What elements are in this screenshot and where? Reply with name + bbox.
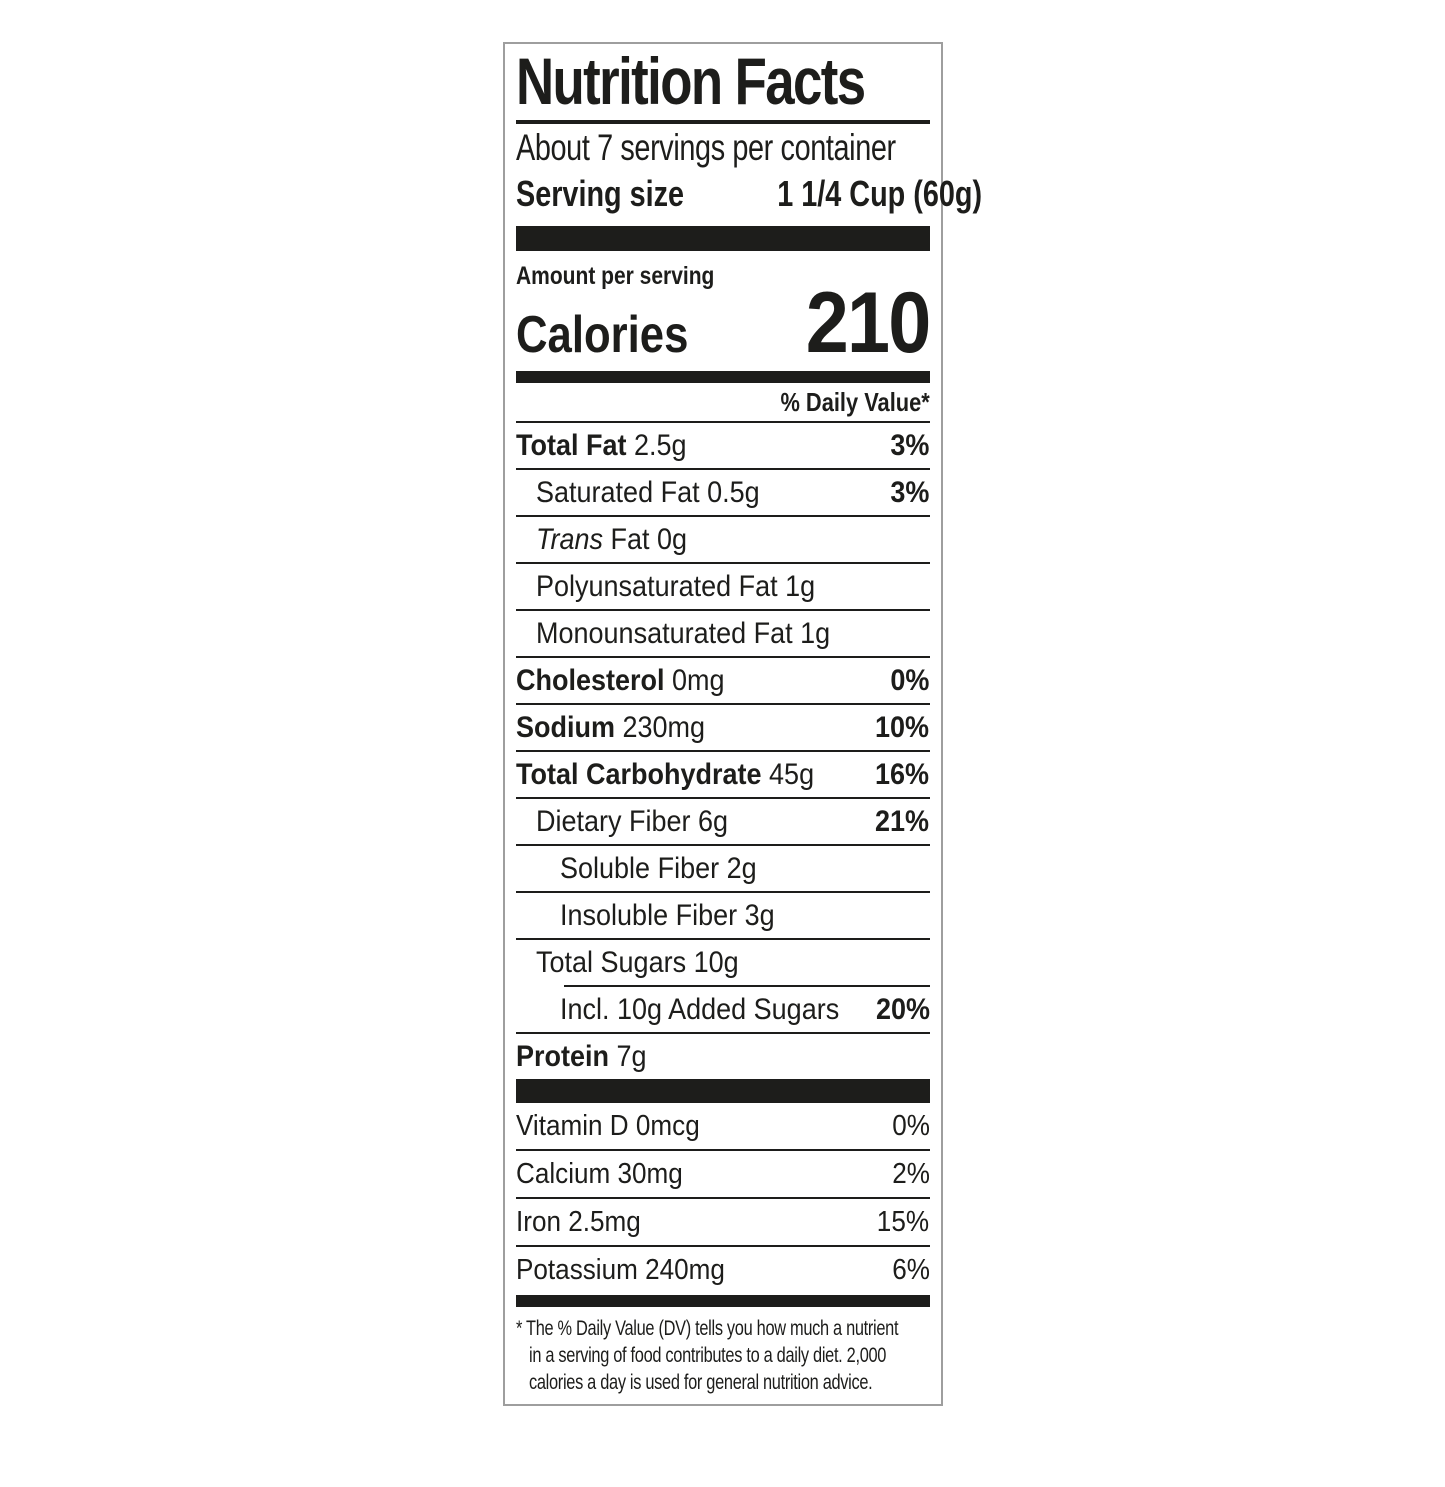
- vitamin-rows: Vitamin D 0mcg 0% Calcium 30mg 2% Iron 2.5mg…: [515, 1103, 930, 1293]
- row-divider: [515, 703, 930, 705]
- vitamin-dv: 6%: [891, 1253, 930, 1286]
- nutrient-dv: 0%: [890, 663, 930, 697]
- nutrient-row: Total Carbohydrate 45g 16%: [516, 752, 930, 797]
- serving-size-label: Serving size: [515, 173, 684, 214]
- footnote-line: * The % Daily Value (DV) tells you how m…: [515, 1317, 899, 1340]
- nutrient-row: Polyunsaturated Fat 1g: [516, 564, 930, 609]
- serving-size-value: 1 1/4 Cup (60g): [776, 173, 982, 214]
- row-divider: [515, 562, 930, 564]
- nutrient-name: Total Fat 2.5g: [515, 428, 687, 462]
- vitamin-dv: 0%: [891, 1109, 930, 1142]
- nutrient-name: Incl. 10g Added Sugars: [559, 992, 839, 1026]
- nutrient-name: Polyunsaturated Fat 1g: [535, 569, 815, 603]
- row-divider: [515, 938, 930, 940]
- row-divider: [515, 656, 930, 658]
- nutrient-dv: 3%: [890, 428, 930, 462]
- vitamin-name: Vitamin D 0mcg: [515, 1109, 700, 1142]
- footnote-line: calories a day is used for general nutri…: [528, 1371, 873, 1394]
- row-divider: [515, 468, 930, 470]
- nutrient-row: Trans Fat 0g: [516, 517, 930, 562]
- section-bar-top: [515, 226, 930, 251]
- vitamin-row: Vitamin D 0mcg 0%: [516, 1103, 930, 1149]
- nutrient-row: Sodium 230mg 10%: [516, 705, 930, 750]
- nutrient-row: Saturated Fat 0.5g 3%: [516, 470, 930, 515]
- vitamin-name: Calcium 30mg: [515, 1157, 683, 1190]
- nutrient-dv: 21%: [875, 804, 930, 838]
- row-divider: [515, 797, 930, 799]
- amount-per-serving-label: Amount per serving: [515, 262, 714, 290]
- nutrient-dv: 10%: [875, 710, 930, 744]
- nutrient-rows: Total Fat 2.5g 3% Saturated Fat 0.5g 3% Tran…: [515, 423, 930, 1079]
- nutrient-row: Monounsaturated Fat 1g: [516, 611, 930, 656]
- label-title: Nutrition Facts: [516, 46, 930, 116]
- footnote-line: in a serving of food contributes to a da…: [528, 1344, 886, 1367]
- nutrient-row: Total Fat 2.5g 3%: [516, 423, 930, 468]
- nutrient-row: Cholesterol 0mg 0%: [516, 658, 930, 703]
- vitamin-name: Iron 2.5mg: [515, 1205, 641, 1238]
- nutrient-name: Total Sugars 10g: [535, 945, 739, 979]
- nutrition-facts-label: Nutrition Facts About 7 servings per con…: [502, 42, 982, 1406]
- daily-value-divider: [515, 421, 930, 423]
- footnote-divider-bar: [515, 1295, 930, 1307]
- row-divider: [515, 1149, 930, 1151]
- nutrient-name: Sodium 230mg: [515, 710, 705, 744]
- vitamin-dv: 2%: [891, 1157, 930, 1190]
- calories-divider-bar: [515, 371, 930, 383]
- calories-row: Calories 210: [515, 275, 932, 371]
- vitamin-row: Potassium 240mg 6%: [516, 1247, 930, 1293]
- row-divider: [515, 1032, 930, 1034]
- nutrient-name: Saturated Fat 0.5g: [535, 475, 760, 509]
- nutrient-dv: 3%: [890, 475, 930, 509]
- nutrient-name: Dietary Fiber 6g: [535, 804, 728, 838]
- servings-per-container: About 7 servings per container: [515, 127, 896, 168]
- nutrient-dv: 20%: [875, 992, 930, 1026]
- row-divider: [515, 844, 930, 846]
- nutrient-row: Incl. 10g Added Sugars 20%: [516, 987, 930, 1032]
- daily-value-header: % Daily Value*: [780, 387, 930, 417]
- nutrient-row: Protein 7g: [516, 1034, 930, 1079]
- serving-size-row: Serving size 1 1/4 Cup (60g): [515, 170, 982, 218]
- nutrient-name: Monounsaturated Fat 1g: [535, 616, 830, 650]
- vitamin-row: Calcium 30mg 2%: [516, 1151, 930, 1197]
- row-divider: [515, 1245, 930, 1247]
- nutrient-name: Protein 7g: [515, 1039, 647, 1073]
- nutrient-dv: 16%: [875, 757, 930, 791]
- row-divider: [515, 750, 930, 752]
- nutrient-row: Total Sugars 10g: [516, 940, 930, 985]
- footnote: * The % Daily Value (DV) tells you how m…: [516, 1307, 930, 1396]
- nutrient-name: Cholesterol 0mg: [515, 663, 725, 697]
- label-title-text: Nutrition Facts: [515, 44, 866, 118]
- calories-label: Calories: [515, 306, 688, 364]
- nutrient-name: Trans Fat 0g: [535, 522, 687, 556]
- row-divider: [515, 891, 930, 893]
- row-divider: [515, 515, 930, 517]
- section-bar-vitamins: [515, 1079, 930, 1103]
- calories-value: 210: [805, 275, 932, 371]
- row-divider: [563, 985, 930, 987]
- nutrient-row: Dietary Fiber 6g 21%: [516, 799, 930, 844]
- vitamin-name: Potassium 240mg: [515, 1253, 725, 1286]
- nutrient-row: Insoluble Fiber 3g: [516, 893, 930, 938]
- row-divider: [515, 609, 930, 611]
- title-divider: [515, 120, 930, 124]
- vitamin-dv: 15%: [877, 1205, 930, 1238]
- nutrient-name: Soluble Fiber 2g: [559, 851, 757, 885]
- row-divider: [515, 1197, 930, 1199]
- nutrient-row: Soluble Fiber 2g: [516, 846, 930, 891]
- nutrient-name: Insoluble Fiber 3g: [559, 898, 775, 932]
- vitamin-row: Iron 2.5mg 15%: [516, 1199, 930, 1245]
- nutrient-name: Total Carbohydrate 45g: [515, 757, 814, 791]
